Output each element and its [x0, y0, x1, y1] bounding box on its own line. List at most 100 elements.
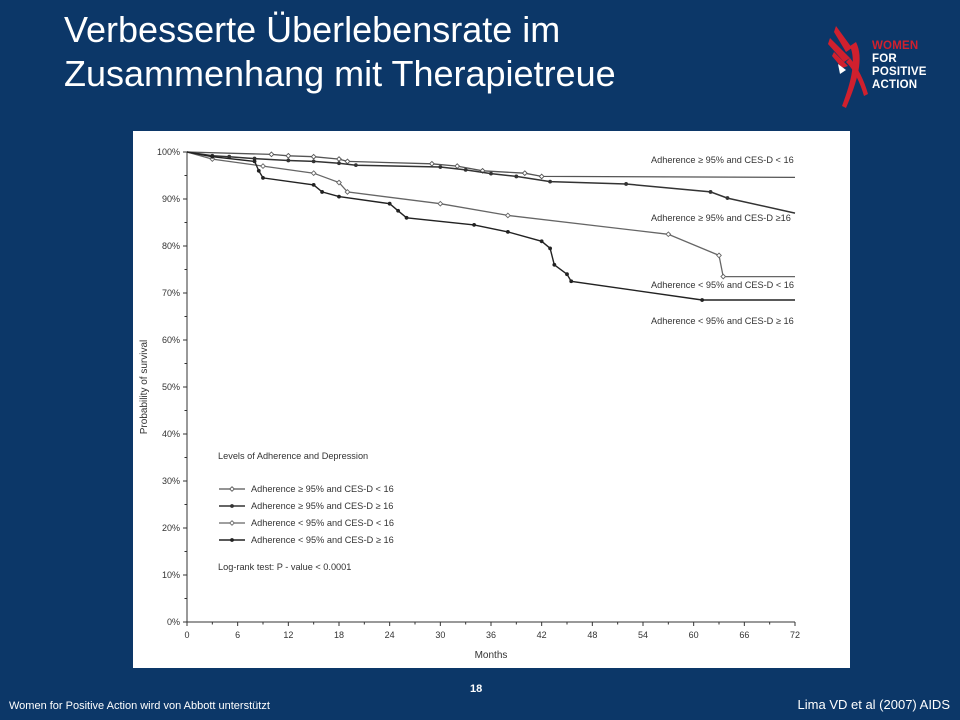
series-point: [552, 262, 557, 267]
y-tick-label: 90%: [162, 194, 180, 204]
ribbon-wing-icon: [828, 26, 868, 108]
y-tick-label: 60%: [162, 335, 180, 345]
series-point: [336, 156, 342, 162]
series-point: [337, 161, 341, 166]
series-point: [538, 173, 545, 180]
legend-label: Adherence < 95% and CES-D ≥ 16: [251, 535, 394, 545]
series-point: [463, 167, 468, 172]
x-tick-label: 72: [790, 630, 800, 640]
citation: Lima VD et al (2007) AIDS: [797, 697, 950, 712]
logo-line-1: WOMEN: [872, 40, 919, 52]
series-point: [438, 165, 443, 169]
series-point: [387, 201, 392, 206]
logrank-annotation: Log-rank test: P - value < 0.0001: [218, 562, 351, 572]
x-tick-label: 12: [283, 630, 293, 640]
series-point: [337, 194, 341, 199]
chart-legend: Levels of Adherence and Depression Adhere…: [218, 451, 394, 572]
legend-item-3: Adherence < 95% and CES-D < 16: [219, 518, 394, 528]
series-point: [256, 168, 261, 173]
series-line: [186, 151, 795, 278]
series-point: [344, 158, 351, 165]
series-point: [539, 239, 544, 244]
x-tick-label: 42: [537, 630, 547, 640]
series-point: [344, 189, 351, 195]
series-point: [548, 179, 553, 184]
y-axis-label: Probability of survival: [139, 340, 150, 434]
series-point: [396, 208, 401, 213]
series-point: [404, 215, 409, 220]
y-tick-label: 100%: [157, 147, 180, 157]
series-point: [320, 190, 325, 194]
x-axis-label: Months: [475, 650, 508, 661]
x-tick-label: 18: [334, 630, 344, 640]
slide-title: Verbesserte Überlebensrate im Zusammenha…: [64, 8, 784, 96]
series-point: [665, 231, 672, 238]
legend-label: Adherence ≥ 95% and CES-D ≥ 16: [251, 501, 393, 511]
series-point: [261, 175, 265, 180]
x-tick-label: 36: [486, 630, 496, 640]
series-point: [353, 163, 358, 168]
series-point: [472, 222, 477, 227]
series-4: [186, 151, 795, 302]
x-tick-label: 24: [385, 630, 395, 640]
legend-title: Levels of Adherence and Depression: [218, 451, 368, 461]
series-point: [210, 154, 215, 159]
survival-chart-panel: 0 6 12 18 24 30 36 42 48 54 60 66 72 0% 10% 20% 30% 40% 50…: [133, 131, 850, 668]
series-point: [569, 279, 574, 284]
legend-label: Adherence ≥ 95% and CES-D < 16: [251, 484, 394, 494]
series-point: [286, 158, 291, 163]
series-point: [252, 156, 257, 161]
title-line-2: Zusammenhang mit Therapietreue: [64, 53, 616, 94]
series-point: [505, 230, 510, 234]
legend-label: Adherence < 95% and CES-D < 16: [251, 518, 394, 528]
x-tick-label: 48: [587, 630, 597, 640]
series-point: [230, 538, 234, 542]
legend-item-1: Adherence ≥ 95% and CES-D < 16: [219, 484, 394, 494]
series-point: [548, 246, 553, 251]
chart-series-layer: [186, 151, 796, 302]
series-point: [454, 163, 461, 170]
series-label: Adherence ≥ 95% and CES-D < 16: [651, 155, 794, 165]
title-line-1: Verbesserte Überlebensrate im: [64, 9, 561, 50]
series-point: [252, 159, 257, 164]
series-point: [565, 272, 569, 277]
series-line: [186, 151, 796, 179]
series-point: [311, 183, 316, 187]
series-point: [268, 151, 275, 158]
legend-item-4: Adherence < 95% and CES-D ≥ 16: [219, 535, 394, 545]
series-point: [521, 170, 528, 177]
y-tick-label: 30%: [162, 476, 180, 486]
series-point: [260, 163, 266, 170]
series-point: [624, 182, 629, 186]
series-point: [720, 273, 727, 280]
series-point: [311, 159, 316, 164]
series-1: [186, 151, 796, 180]
series-point: [428, 160, 435, 167]
chart-series-labels: Adherence ≥ 95% and CES-D < 16 Adherence …: [651, 155, 794, 326]
logo-line-3: POSITIVE: [872, 66, 927, 78]
logo-line-4: ACTION: [872, 79, 918, 91]
x-tick-label: 0: [184, 630, 189, 640]
x-tick-label: 54: [638, 630, 648, 640]
series-2: [186, 151, 796, 214]
logo-line-2: FOR: [872, 53, 897, 65]
series-point: [310, 153, 317, 160]
series-label: Adherence ≥ 95% and CES-D ≥16: [651, 213, 791, 223]
series-point: [336, 179, 342, 186]
legend-item-2: Adherence ≥ 95% and CES-D ≥ 16: [219, 501, 393, 511]
series-point: [285, 152, 292, 159]
series-label: Adherence < 95% and CES-D < 16: [651, 280, 794, 290]
y-tick-label: 70%: [162, 288, 180, 298]
series-point: [716, 252, 722, 259]
series-point: [230, 504, 234, 508]
x-tick-label: 66: [739, 630, 749, 640]
series-point: [700, 298, 705, 302]
y-tick-label: 20%: [162, 523, 180, 533]
logo-wordmark: WOMEN FOR POSITIVE ACTION: [872, 40, 927, 92]
y-tick-label: 80%: [162, 241, 180, 251]
women-for-positive-action-logo: WOMEN FOR POSITIVE ACTION: [828, 18, 944, 112]
series-point: [708, 190, 713, 194]
series-point: [514, 174, 519, 179]
x-tick-label: 60: [689, 630, 699, 640]
